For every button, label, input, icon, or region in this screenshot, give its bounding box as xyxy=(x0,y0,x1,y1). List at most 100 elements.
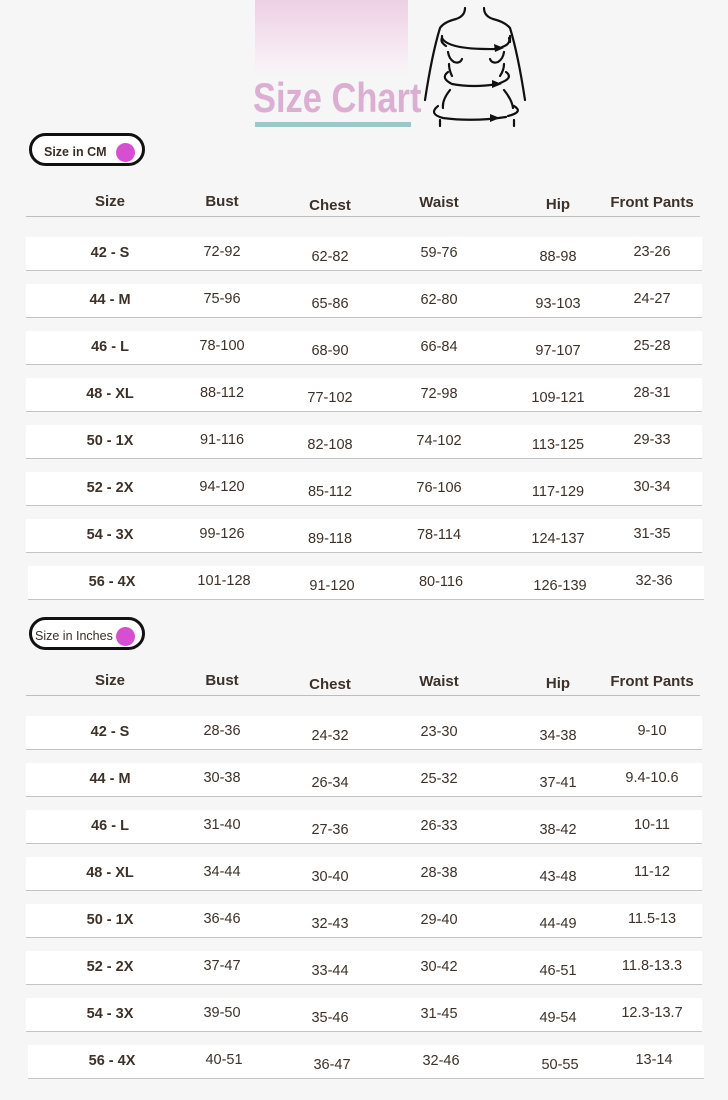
measurement-cell-hip: 46-51 xyxy=(539,963,577,979)
table-row: 48 - XL 88-112 77-102 72-98 109-121 28-31 xyxy=(26,378,702,412)
measurement-cell-waist: 28-38 xyxy=(420,865,458,881)
table-header: Size Bust Chest Waist Hip Front Pants xyxy=(0,664,728,693)
size-cell: 46 - L xyxy=(91,818,129,834)
measurement-cell-front-pants: 24-27 xyxy=(633,291,671,307)
measurement-cell-front-pants: 23-26 xyxy=(633,244,671,260)
size-cell: 50 - 1X xyxy=(86,912,134,928)
size-cell: 44 - M xyxy=(89,292,131,308)
column-header-waist: Waist xyxy=(419,673,459,690)
measurement-cell-bust: 75-96 xyxy=(203,291,241,307)
measurement-cell-waist: 66-84 xyxy=(420,339,458,355)
measurement-cell-waist: 74-102 xyxy=(416,433,462,449)
measurement-cell-waist: 80-116 xyxy=(418,574,464,590)
measurement-cell-front-pants: 28-31 xyxy=(633,385,671,401)
size-cell: 54 - 3X xyxy=(86,1006,134,1022)
size-cell: 54 - 3X xyxy=(86,527,134,543)
measurement-cell-chest: 30-40 xyxy=(311,869,349,885)
table-row: 46 - L 31-40 27-36 26-33 38-42 10-11 xyxy=(26,810,702,844)
measurement-cell-hip: 93-103 xyxy=(535,296,581,312)
table-row: 56 - 4X 40-51 36-47 32-46 50-55 13-14 xyxy=(28,1045,704,1079)
measurement-cell-waist: 76-106 xyxy=(416,480,462,496)
table-row: 54 - 3X 39-50 35-46 31-45 49-54 12.3-13.7 xyxy=(26,998,702,1032)
size-cell: 46 - L xyxy=(91,339,129,355)
column-header-chest: Chest xyxy=(309,676,351,693)
measurement-cell-waist: 25-32 xyxy=(420,771,458,787)
column-header-bust: Bust xyxy=(205,672,239,689)
size-in-cm-toggle[interactable]: Size in CM xyxy=(29,133,145,166)
table-row: 52 - 2X 37-47 33-44 30-42 46-51 11.8-13.3 xyxy=(26,951,702,985)
column-header-bust: Bust xyxy=(205,193,239,210)
measurement-cell-chest: 27-36 xyxy=(311,822,349,838)
measurement-cell-chest: 24-32 xyxy=(311,728,349,744)
measurement-cell-front-pants: 29-33 xyxy=(633,432,671,448)
measurement-cell-bust: 34-44 xyxy=(203,864,241,880)
size-cell: 48 - XL xyxy=(86,386,134,402)
toggle-dot-icon xyxy=(116,143,135,162)
measurement-cell-hip: 44-49 xyxy=(539,916,577,932)
column-header-waist: Waist xyxy=(419,194,459,211)
measurement-cell-front-pants: 30-34 xyxy=(633,479,671,495)
size-cell: 52 - 2X xyxy=(86,480,134,496)
measurement-cell-hip: 97-107 xyxy=(535,343,581,359)
measurement-cell-front-pants: 31-35 xyxy=(633,526,671,542)
unit-label: Size in CM xyxy=(44,145,107,159)
measurement-cell-waist: 78-114 xyxy=(416,527,462,543)
measurement-cell-bust: 37-47 xyxy=(203,958,241,974)
title-underline xyxy=(255,122,411,127)
measurement-cell-waist: 72-98 xyxy=(420,386,458,402)
page-title: Size Chart xyxy=(253,74,422,121)
unit-label: Size in Inches xyxy=(35,629,113,643)
measurement-cell-bust: 36-46 xyxy=(203,911,241,927)
measurement-cell-bust: 30-38 xyxy=(203,770,241,786)
measurement-cell-front-pants: 25-28 xyxy=(633,338,671,354)
measurement-cell-bust: 91-116 xyxy=(199,432,245,448)
measurement-cell-bust: 78-100 xyxy=(199,338,245,354)
size-cell: 52 - 2X xyxy=(86,959,134,975)
size-cell: 56 - 4X xyxy=(88,574,136,590)
table-row: 48 - XL 34-44 30-40 28-38 43-48 11-12 xyxy=(26,857,702,891)
body-measurement-icon xyxy=(423,6,527,128)
measurement-cell-waist: 62-80 xyxy=(420,292,458,308)
measurement-cell-hip: 49-54 xyxy=(539,1010,577,1026)
measurement-cell-hip: 88-98 xyxy=(539,249,577,265)
measurement-cell-chest: 62-82 xyxy=(311,249,349,265)
measurement-cell-chest: 32-43 xyxy=(311,916,349,932)
measurement-cell-front-pants: 9-10 xyxy=(637,723,667,739)
size-cell: 44 - M xyxy=(89,771,131,787)
measurement-cell-front-pants: 32-36 xyxy=(635,573,673,589)
measurement-cell-chest: 89-118 xyxy=(307,531,353,547)
measurement-cell-hip: 126-139 xyxy=(533,578,587,594)
measurement-cell-hip: 109-121 xyxy=(531,390,585,406)
measurement-cell-hip: 50-55 xyxy=(541,1057,579,1073)
size-cell: 42 - S xyxy=(90,724,130,740)
measurement-cell-chest: 36-47 xyxy=(313,1057,351,1073)
measurement-cell-bust: 39-50 xyxy=(203,1005,241,1021)
measurement-cell-front-pants: 13-14 xyxy=(635,1052,673,1068)
measurement-cell-bust: 40-51 xyxy=(205,1052,243,1068)
size-cell: 56 - 4X xyxy=(88,1053,136,1069)
table-row: 46 - L 78-100 68-90 66-84 97-107 25-28 xyxy=(26,331,702,365)
column-header-size: Size xyxy=(94,193,126,210)
measurement-cell-hip: 117-129 xyxy=(531,484,585,500)
measurement-cell-waist: 30-42 xyxy=(420,959,458,975)
column-header-front-pants: Front Pants xyxy=(610,194,694,211)
measurement-cell-chest: 82-108 xyxy=(307,437,353,453)
table-row: 50 - 1X 36-46 32-43 29-40 44-49 11.5-13 xyxy=(26,904,702,938)
measurement-cell-waist: 32-46 xyxy=(422,1053,460,1069)
title-background xyxy=(255,0,408,76)
table-row: 50 - 1X 91-116 82-108 74-102 113-125 29-33 xyxy=(26,425,702,459)
measurement-cell-hip: 113-125 xyxy=(531,437,585,453)
measurement-cell-bust: 72-92 xyxy=(203,244,241,260)
column-header-front-pants: Front Pants xyxy=(610,673,694,690)
size-in-inches-toggle[interactable]: Size in Inches xyxy=(29,617,145,650)
measurement-cell-bust: 101-128 xyxy=(197,573,251,589)
measurement-cell-waist: 23-30 xyxy=(420,724,458,740)
measurement-cell-waist: 26-33 xyxy=(420,818,458,834)
measurement-cell-front-pants: 12.3-13.7 xyxy=(621,1005,683,1021)
measurement-cell-chest: 85-112 xyxy=(307,484,353,500)
size-cell: 42 - S xyxy=(90,245,130,261)
column-header-chest: Chest xyxy=(309,197,351,214)
measurement-cell-front-pants: 11.5-13 xyxy=(627,911,677,927)
header-divider xyxy=(26,695,700,696)
measurement-cell-front-pants: 11.8-13.3 xyxy=(621,958,683,974)
